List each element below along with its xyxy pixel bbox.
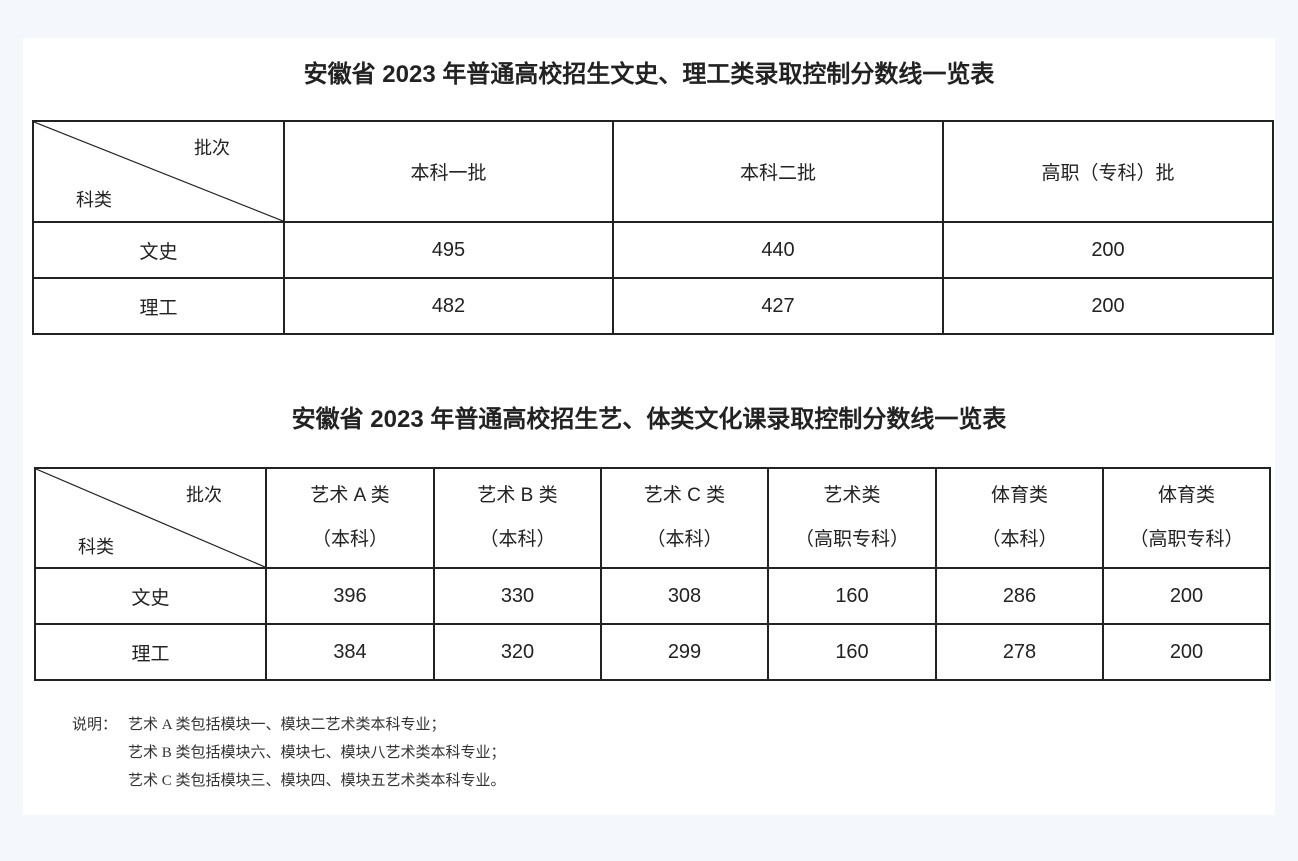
column-header: 艺术 C 类 （本科） (600, 467, 769, 569)
row-label: 理工 (32, 277, 285, 335)
score-cell: 278 (935, 623, 1104, 681)
table-row: 文史 396 330 308 160 286 200 (34, 567, 1271, 625)
table2-title: 安徽省 2023 年普通高校招生艺、体类文化课录取控制分数线一览表 (291, 406, 1007, 433)
score-table-wenli: 批次 科类 本科一批 本科二批 高职（专科）批 文史 495 440 200 理… (32, 120, 1274, 335)
header-line1: 艺术 A 类 (310, 485, 390, 506)
score-cell: 286 (935, 567, 1104, 625)
score-cell: 308 (600, 567, 769, 625)
corner-cell: 批次 科类 (34, 467, 267, 569)
column-header: 艺术 A 类 （本科） (265, 467, 435, 569)
table-row: 理工 384 320 299 160 278 200 (34, 623, 1271, 681)
corner-cell: 批次 科类 (32, 120, 285, 223)
table-header-row: 批次 科类 艺术 A 类 （本科） 艺术 B 类 （本科） 艺术 C 类 （本科） 艺… (34, 467, 1271, 569)
column-header: 体育类 （高职专科） (1102, 467, 1271, 569)
header-line2: （高职专科） (1129, 529, 1244, 550)
score-cell: 396 (265, 567, 435, 625)
header-line2: （高职专科） (794, 529, 909, 550)
corner-bottom-label: 科类 (78, 537, 114, 557)
header-line2: （本科） (646, 529, 723, 550)
column-header: 体育类 （本科） (935, 467, 1104, 569)
score-cell: 200 (942, 277, 1274, 335)
header-line1: 体育类 (1157, 485, 1215, 506)
header-line2: （本科） (479, 529, 556, 550)
notes-prefix: 说明： (72, 717, 118, 733)
note-line: 艺术 C 类包括模块三、模块四、模块五艺术类本科专业。 (128, 773, 506, 789)
score-cell: 200 (1102, 567, 1271, 625)
score-cell: 320 (433, 623, 602, 681)
column-header: 本科一批 (283, 120, 614, 223)
score-cell: 299 (600, 623, 769, 681)
column-header: 高职（专科）批 (942, 120, 1274, 223)
corner-bottom-label: 科类 (76, 190, 112, 210)
corner-top-label: 批次 (194, 138, 230, 158)
column-header: 艺术 B 类 （本科） (433, 467, 602, 569)
score-cell: 330 (433, 567, 602, 625)
table-row: 理工 482 427 200 (32, 277, 1274, 335)
table1-title: 安徽省 2023 年普通高校招生文史、理工类录取控制分数线一览表 (303, 61, 995, 88)
header-line1: 体育类 (990, 485, 1048, 506)
header-line1: 艺术 C 类 (643, 485, 726, 506)
header-line2: （本科） (311, 529, 388, 550)
header-line1: 艺术 B 类 (477, 485, 558, 506)
score-cell: 384 (265, 623, 435, 681)
header-line2: （本科） (981, 529, 1058, 550)
score-cell: 160 (767, 623, 937, 681)
table-row: 文史 495 440 200 (32, 221, 1274, 279)
header-line1: 艺术类 (823, 485, 881, 506)
score-cell: 440 (612, 221, 944, 279)
row-label: 文史 (32, 221, 285, 279)
column-header: 本科二批 (612, 120, 944, 223)
corner-top-label: 批次 (186, 485, 222, 505)
score-cell: 482 (283, 277, 614, 335)
note-line: 艺术 A 类包括模块一、模块二艺术类本科专业； (128, 717, 446, 733)
score-cell: 200 (942, 221, 1274, 279)
score-cell: 200 (1102, 623, 1271, 681)
row-label: 文史 (34, 567, 267, 625)
row-label: 理工 (34, 623, 267, 681)
score-table-art-sports: 批次 科类 艺术 A 类 （本科） 艺术 B 类 （本科） 艺术 C 类 （本科） 艺… (34, 467, 1271, 681)
score-cell: 495 (283, 221, 614, 279)
column-header: 艺术类 （高职专科） (767, 467, 937, 569)
score-cell: 160 (767, 567, 937, 625)
note-line: 艺术 B 类包括模块六、模块七、模块八艺术类本科专业； (128, 745, 506, 761)
table-header-row: 批次 科类 本科一批 本科二批 高职（专科）批 (32, 120, 1274, 223)
score-cell: 427 (612, 277, 944, 335)
